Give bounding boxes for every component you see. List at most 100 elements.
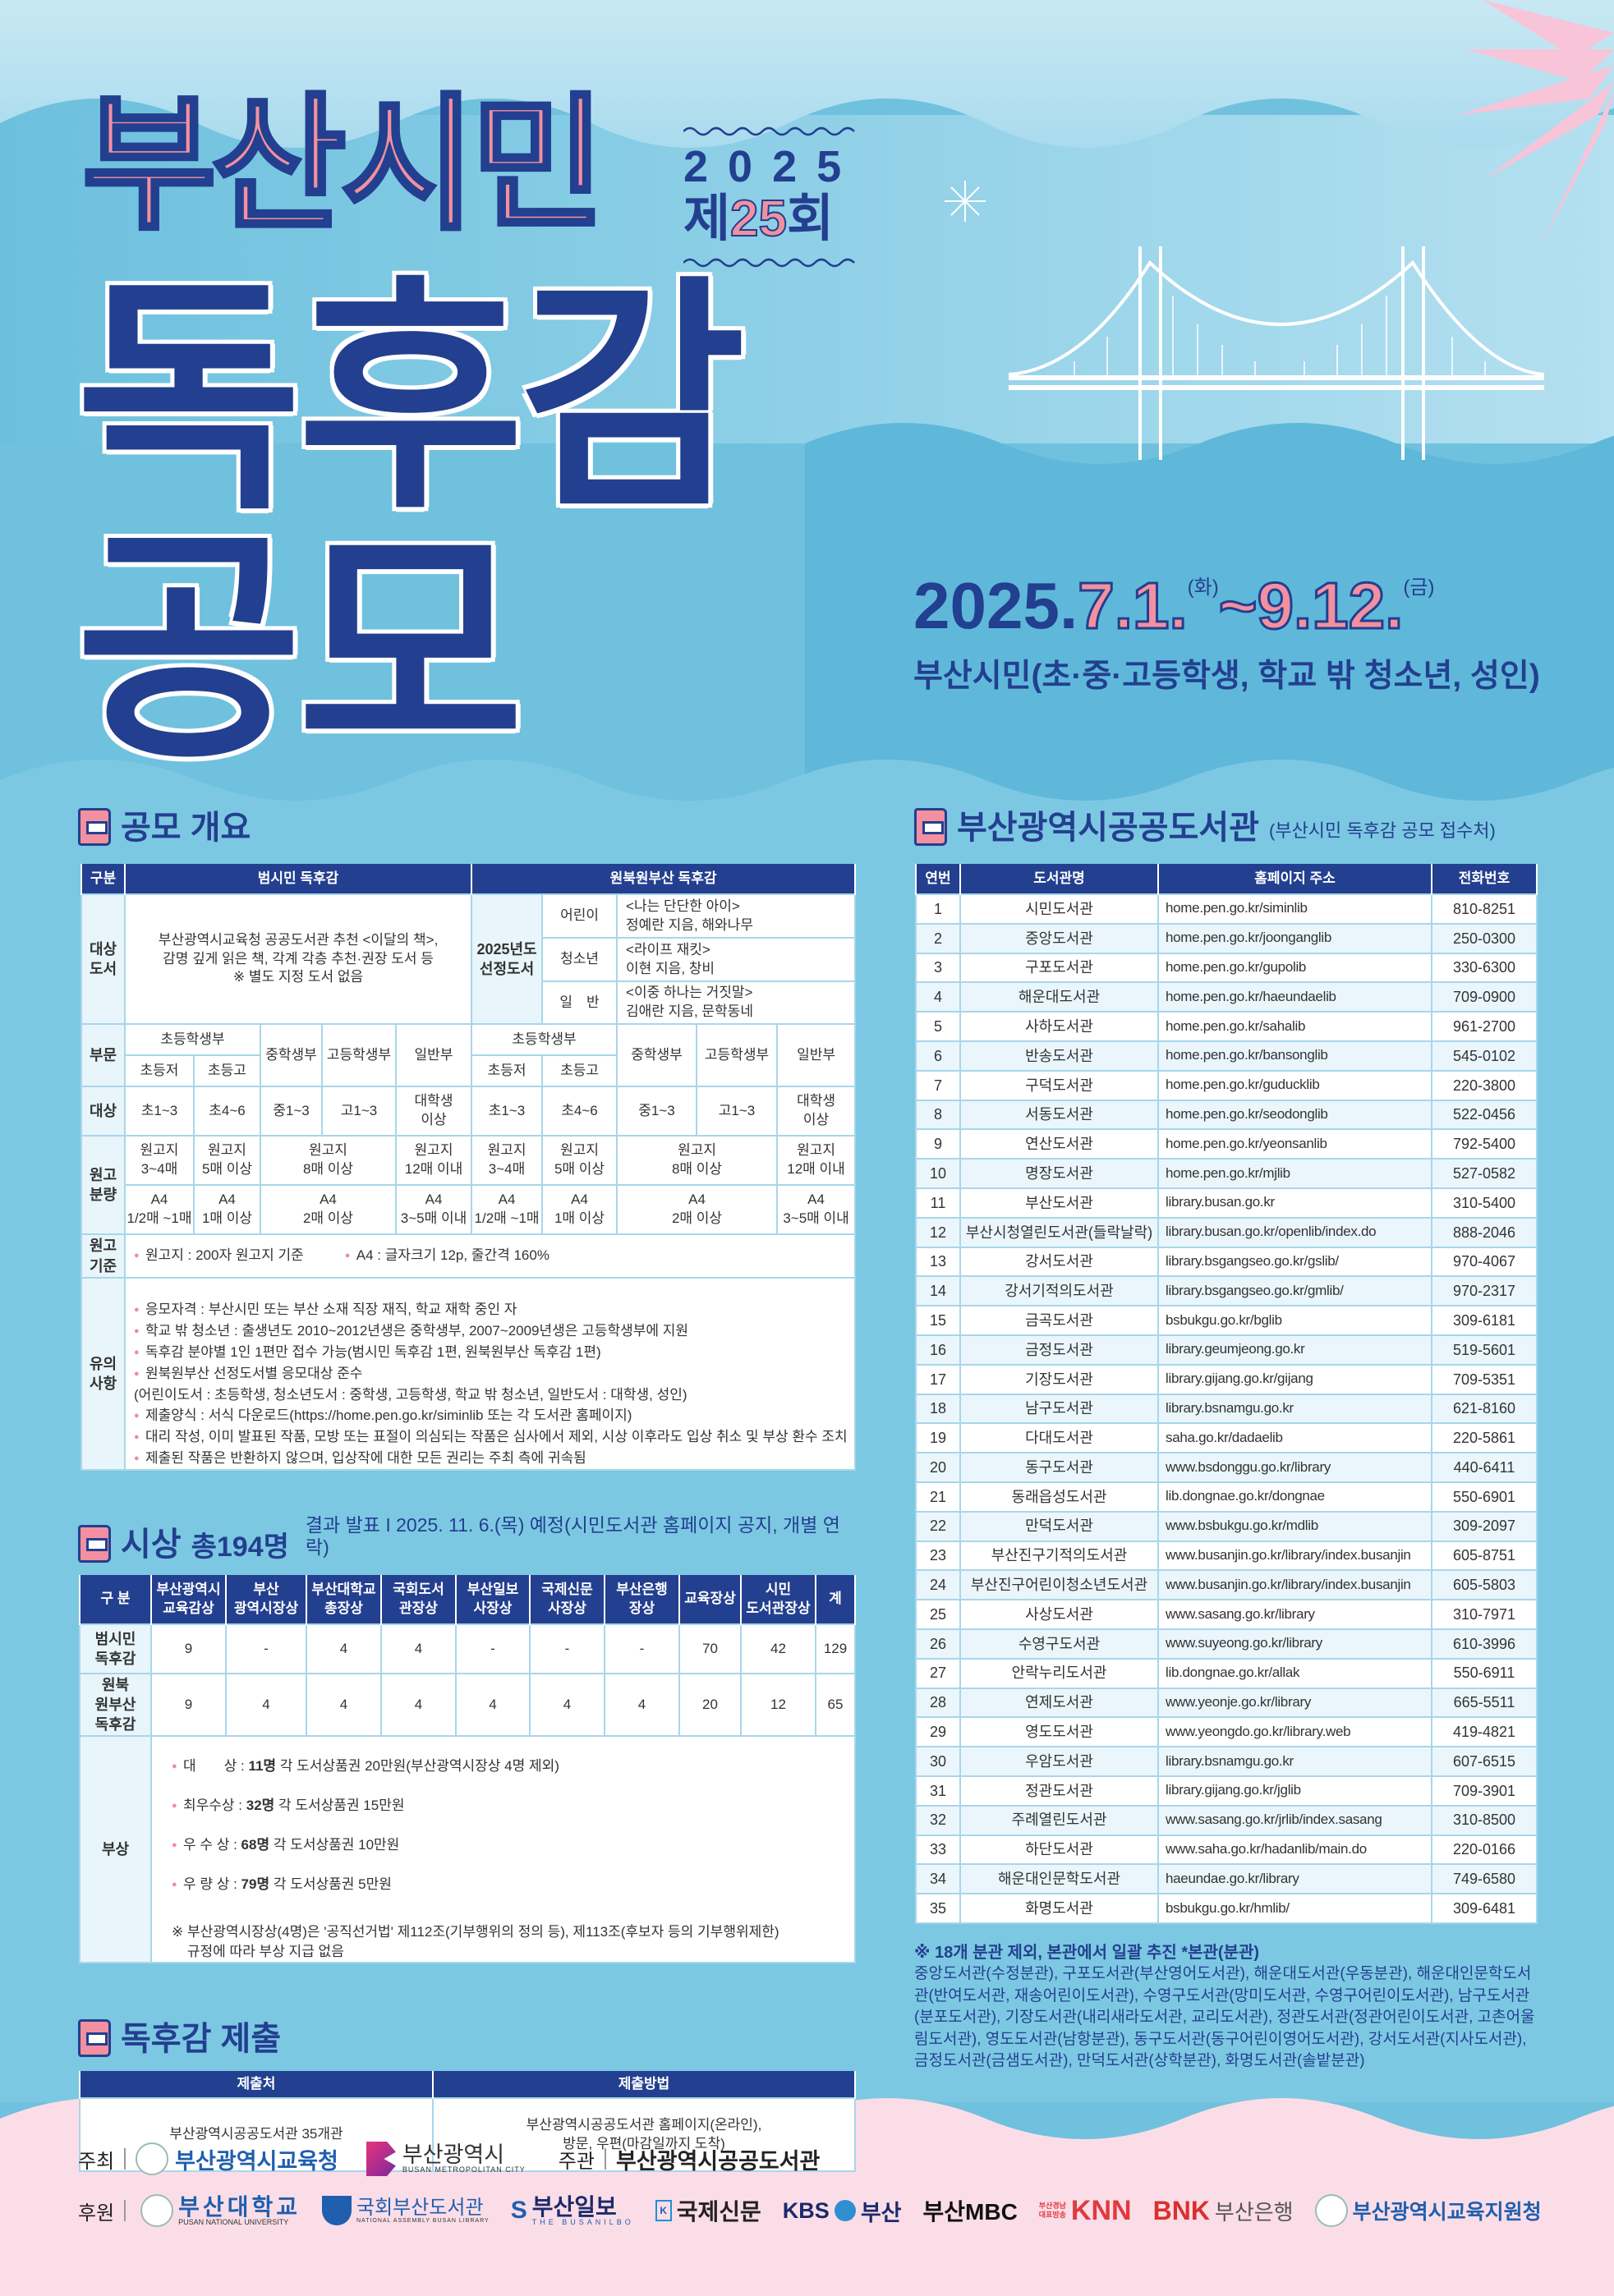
library-phone: 810-8251 xyxy=(1431,893,1538,925)
division-general: 일반부 xyxy=(394,1023,473,1087)
award-col-header: 부산은행 장상 xyxy=(604,1575,680,1624)
length-cell: 원고지 8매 이상 xyxy=(260,1135,397,1186)
row-label-division: 부문 xyxy=(80,1023,126,1087)
library-phone: 550-6911 xyxy=(1431,1657,1538,1689)
library-name: 기장도서관 xyxy=(959,1363,1159,1395)
library-homepage: www.busanjin.go.kr/library/index.busanji… xyxy=(1157,1569,1432,1601)
library-name: 강서기적의도서관 xyxy=(959,1275,1159,1307)
submission-method: 부산광역시공공도서관 홈페이지(온라인), 방문, 우편(마감일까지 도착) xyxy=(432,2097,856,2172)
library-name: 하단도서관 xyxy=(959,1834,1159,1866)
date-year: 2025. xyxy=(913,569,1078,642)
library-row: 30 우암도서관 library.bsnamgu.go.kr 607-6515 xyxy=(915,1746,1538,1777)
library-homepage: www.suyeong.go.kr/library xyxy=(1157,1628,1432,1660)
sponsor-name: 부산대학교 xyxy=(178,2193,301,2220)
library-phone: 621-8160 xyxy=(1431,1393,1538,1425)
library-name: 중앙도서관 xyxy=(959,922,1159,954)
selected-book: <나는 단단한 아이> 정예란 지음, 해와나무 xyxy=(616,893,857,939)
library-phone: 310-8500 xyxy=(1431,1804,1538,1836)
eligibility-cell: 초1~3 xyxy=(471,1086,544,1137)
library-row: 21 동래읍성도서관 lib.dongnae.go.kr/dongnae 550-69… xyxy=(915,1481,1538,1513)
library-number: 27 xyxy=(915,1657,961,1689)
library-number: 29 xyxy=(915,1716,961,1748)
divider xyxy=(604,2148,606,2170)
selected-category: 어린이 xyxy=(541,893,618,939)
library-row: 9 연산도서관 home.pen.go.kr/yeonsanlib 792-5400 xyxy=(915,1128,1538,1160)
length-cell: A4 2매 이상 xyxy=(260,1184,397,1235)
award-count: - xyxy=(455,1623,531,1674)
host-busan-city: 부산광역시 BUSAN METROPOLITAN CITY xyxy=(402,2144,526,2174)
sponsor-bnk: BNK 부산은행 xyxy=(1153,2196,1294,2226)
library-name: 구포도서관 xyxy=(959,952,1159,984)
library-number: 8 xyxy=(915,1099,961,1131)
library-row: 6 반송도서관 home.pen.go.kr/bansonglib 545-0102 xyxy=(915,1040,1538,1072)
library-name: 부산진구어린이청소년도서관 xyxy=(959,1569,1159,1601)
eligibility-cell: 대학생 이상 xyxy=(394,1086,473,1137)
library-number: 24 xyxy=(915,1569,961,1601)
library-name: 주례열린도서관 xyxy=(959,1804,1159,1836)
library-name: 시민도서관 xyxy=(959,893,1159,925)
prize-name: 최우수상 : xyxy=(183,1798,246,1813)
library-row: 2 중앙도서관 home.pen.go.kr/joonganglib 250-0300 xyxy=(915,922,1538,954)
prize-count: 32명 xyxy=(246,1798,275,1813)
prize-desc: 각 도서상품권 10만원 xyxy=(269,1837,400,1853)
row-label-standard: 원고 기준 xyxy=(80,1233,126,1279)
branch-notes: ※ 18개 분관 제외, 본관에서 일괄 추진 *본관(분관) 중앙도서관(수정분… xyxy=(914,1942,1538,2073)
title-book-report: 독후감 xyxy=(76,260,746,536)
sponsor-kookje: K 국제신문 xyxy=(655,2194,761,2227)
library-number: 10 xyxy=(915,1158,961,1189)
library-homepage: lib.dongnae.go.kr/dongnae xyxy=(1157,1481,1432,1513)
library-homepage: www.sasang.go.kr/library xyxy=(1157,1599,1432,1630)
notes-list: 응모자격 : 부산시민 또는 부산 소재 직장 재직, 학교 재학 중인 자학교… xyxy=(123,1277,857,1471)
library-number: 30 xyxy=(915,1746,961,1777)
library-number: 11 xyxy=(915,1187,961,1219)
note-item: 대리 작성, 이미 발표된 작품, 모방 또는 표절이 의심되는 작품은 심사에… xyxy=(134,1426,854,1448)
library-homepage: home.pen.go.kr/joonganglib xyxy=(1157,922,1432,954)
library-row: 8 서동도서관 home.pen.go.kr/seodonglib 522-0456 xyxy=(915,1099,1538,1131)
divider xyxy=(124,2200,126,2221)
selected-book: <이중 하나는 거짓말> 김애란 지음, 문학동네 xyxy=(616,980,857,1025)
sponsor-sub: NATIONAL ASSEMBLY BUSAN LIBRARY xyxy=(356,2217,490,2224)
host-busan-city-name: 부산광역시 xyxy=(402,2142,505,2167)
row-label-notes: 유의 사항 xyxy=(80,1277,126,1471)
overview-heading-text: 공모 개요 xyxy=(121,810,251,846)
library-homepage: www.yeongdo.go.kr/library.web xyxy=(1157,1716,1432,1748)
eligibility-cell: 초4~6 xyxy=(193,1086,261,1137)
library-homepage: www.yeonje.go.kr/library xyxy=(1157,1687,1432,1719)
length-cell: 원고지 3~4매 xyxy=(471,1135,544,1186)
library-name: 명장도서관 xyxy=(959,1158,1159,1189)
award-col-header: 구 분 xyxy=(79,1575,152,1624)
awards-heading-text: 시상 xyxy=(121,1527,182,1563)
library-homepage: www.bsbukgu.go.kr/mdlib xyxy=(1157,1510,1432,1542)
library-homepage: www.bsdonggu.go.kr/library xyxy=(1157,1452,1432,1483)
library-homepage: library.gijang.go.kr/gijang xyxy=(1157,1363,1432,1395)
award-count: 4 xyxy=(306,1673,382,1737)
book-icon xyxy=(914,808,947,846)
date-end: 9.12. xyxy=(1256,569,1405,642)
libraries-subheading: (부산시민 독후감 공모 접수처) xyxy=(1269,820,1496,841)
library-name: 부산시청열린도서관(들락날락) xyxy=(959,1216,1159,1248)
row-label-eligibility: 대상 xyxy=(80,1086,126,1137)
library-phone: 550-6901 xyxy=(1431,1481,1538,1513)
date-start-day: (화) xyxy=(1187,576,1219,599)
sponsor-label: 후원 xyxy=(78,2202,115,2225)
library-homepage: home.pen.go.kr/sahalib xyxy=(1157,1011,1432,1042)
library-name: 영도도서관 xyxy=(959,1716,1159,1748)
right-column: 부산광역시공공도서관 (부산시민 독후감 공모 접수처) 연번 도서관명 홈페이지 주… xyxy=(914,805,1538,2073)
library-phone: 605-5803 xyxy=(1431,1569,1538,1601)
host-education-office: 부산광역시교육청 xyxy=(175,2148,338,2174)
library-number: 34 xyxy=(915,1863,961,1895)
library-homepage: library.busan.go.kr/openlib/index.do xyxy=(1157,1216,1432,1248)
award-col-header: 계 xyxy=(815,1575,856,1624)
prize-list: 대 상 : 11명 각 도서상품권 20만원(부산광역시장상 4명 제외) 최우… xyxy=(150,1735,856,1963)
length-cell: 원고지 12매 이내 xyxy=(394,1135,473,1186)
library-name: 금정도서관 xyxy=(959,1334,1159,1366)
col-place: 제출처 xyxy=(79,2071,434,2098)
library-name: 금곡도서관 xyxy=(959,1305,1159,1336)
award-count: 70 xyxy=(678,1623,742,1674)
library-name: 수영구도서관 xyxy=(959,1628,1159,1660)
sponsor-label-group: 후원 xyxy=(78,2197,136,2225)
divider xyxy=(124,2148,126,2170)
date-start: 7.1. xyxy=(1077,569,1189,642)
awards-heading: 시상 총194명 결과 발표 I 2025. 11. 6.(목) 예정(시민도서관 … xyxy=(78,1514,854,1563)
library-number: 3 xyxy=(915,952,961,984)
